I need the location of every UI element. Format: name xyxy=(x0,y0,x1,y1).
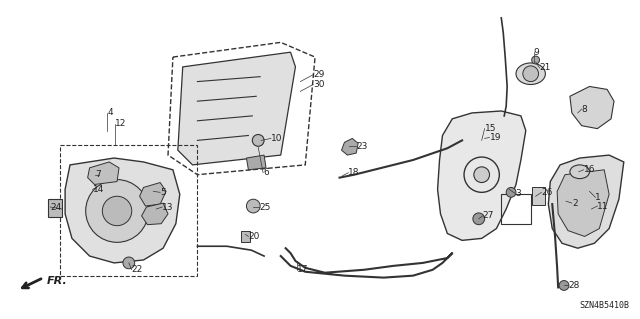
Text: 4: 4 xyxy=(108,108,113,117)
Text: 3: 3 xyxy=(515,189,521,198)
Ellipse shape xyxy=(516,63,545,85)
Circle shape xyxy=(102,196,132,226)
Polygon shape xyxy=(438,111,526,240)
Text: 17: 17 xyxy=(298,265,309,274)
Text: 9: 9 xyxy=(534,48,540,57)
Polygon shape xyxy=(342,138,358,155)
Text: 23: 23 xyxy=(356,142,367,151)
Circle shape xyxy=(86,180,148,242)
Circle shape xyxy=(523,66,538,82)
Bar xyxy=(49,199,62,217)
Text: 2: 2 xyxy=(572,199,577,208)
Circle shape xyxy=(474,167,490,182)
Text: 11: 11 xyxy=(597,202,609,211)
Text: FR.: FR. xyxy=(47,276,67,286)
Circle shape xyxy=(252,135,264,146)
Text: 16: 16 xyxy=(584,165,595,174)
Text: 21: 21 xyxy=(540,63,551,72)
Bar xyxy=(241,231,250,242)
Bar xyxy=(532,188,545,205)
Text: 27: 27 xyxy=(483,211,494,220)
Text: 25: 25 xyxy=(259,203,271,211)
Text: 5: 5 xyxy=(160,188,166,197)
Text: 20: 20 xyxy=(248,232,260,241)
Polygon shape xyxy=(65,158,180,263)
Text: 22: 22 xyxy=(132,265,143,274)
Text: 1: 1 xyxy=(595,193,601,202)
Text: 6: 6 xyxy=(263,168,269,177)
Text: 26: 26 xyxy=(541,188,553,197)
Circle shape xyxy=(506,188,516,197)
Text: 10: 10 xyxy=(271,134,282,143)
Ellipse shape xyxy=(570,165,589,179)
Text: 30: 30 xyxy=(313,80,324,89)
Circle shape xyxy=(532,56,540,64)
Text: 19: 19 xyxy=(490,133,501,142)
Polygon shape xyxy=(141,203,168,225)
Polygon shape xyxy=(570,86,614,129)
Text: 28: 28 xyxy=(568,281,579,290)
Polygon shape xyxy=(246,155,266,170)
Circle shape xyxy=(473,213,484,225)
Text: 14: 14 xyxy=(93,185,104,194)
Polygon shape xyxy=(178,52,296,165)
Text: 18: 18 xyxy=(348,168,360,177)
Text: 15: 15 xyxy=(484,124,496,133)
Text: 29: 29 xyxy=(313,70,324,79)
Polygon shape xyxy=(557,170,609,236)
Circle shape xyxy=(246,199,260,213)
Text: 12: 12 xyxy=(115,119,127,128)
Circle shape xyxy=(123,257,134,269)
Text: 8: 8 xyxy=(582,105,588,114)
Text: SZN4B5410B: SZN4B5410B xyxy=(580,300,630,309)
Text: 7: 7 xyxy=(95,170,101,179)
Polygon shape xyxy=(140,182,166,206)
Polygon shape xyxy=(88,162,119,184)
Text: 13: 13 xyxy=(162,203,173,211)
Text: 24: 24 xyxy=(51,203,61,211)
Circle shape xyxy=(559,280,569,290)
Polygon shape xyxy=(548,155,624,248)
